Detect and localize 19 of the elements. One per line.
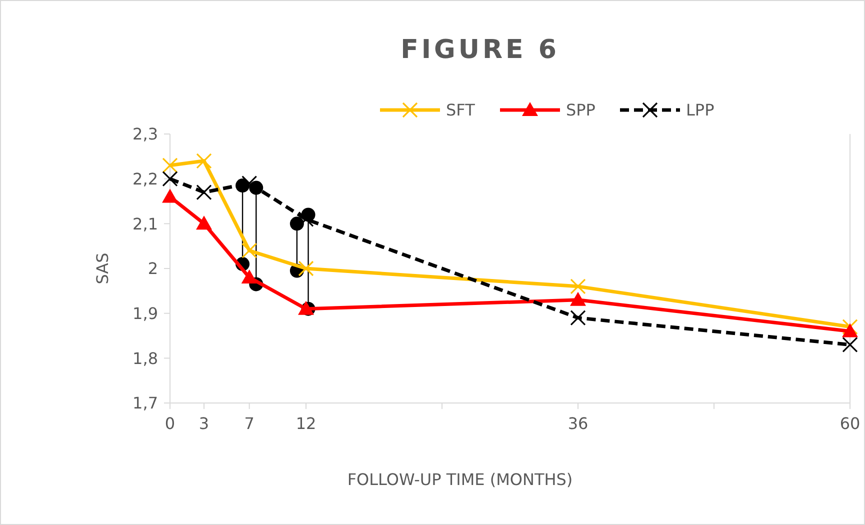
x-axis-title: FOLLOW-UP TIME (MONTHS) bbox=[347, 470, 573, 489]
y-tick-label: 2 bbox=[148, 259, 158, 278]
y-tick-label: 1,7 bbox=[132, 394, 158, 413]
x-tick-label: 60 bbox=[840, 414, 860, 433]
x-tick-label: 36 bbox=[568, 414, 588, 433]
legend-label: SFT bbox=[446, 100, 476, 120]
legend-label: SPP bbox=[566, 100, 596, 120]
y-tick-label: 2,2 bbox=[132, 169, 158, 188]
y-tick-label: 1,9 bbox=[132, 304, 158, 323]
x-tick-label: 0 bbox=[164, 414, 176, 433]
y-tick-label: 2,1 bbox=[132, 214, 158, 234]
chart-title: FIGURE 6 bbox=[400, 35, 560, 65]
legend-label: LPP bbox=[686, 100, 715, 120]
y-tick-label: 1,8 bbox=[132, 348, 158, 368]
x-tick-label: 3 bbox=[198, 414, 210, 433]
x-tick-label: 7 bbox=[244, 414, 254, 433]
x-tick-label: 12 bbox=[296, 414, 316, 433]
y-tick-label: 2,3 bbox=[132, 124, 158, 144]
y-axis-title: SAS bbox=[93, 252, 112, 284]
